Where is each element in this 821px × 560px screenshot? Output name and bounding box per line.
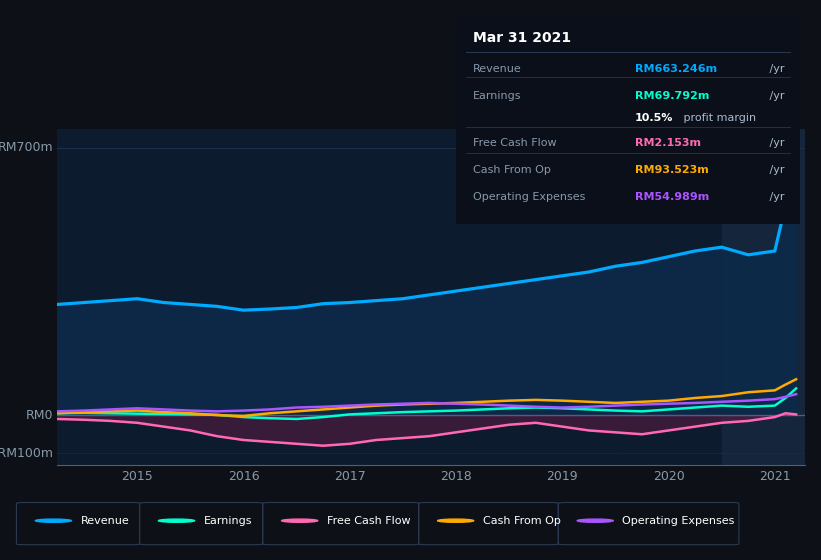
Text: /yr: /yr	[766, 91, 785, 101]
Text: Cash From Op: Cash From Op	[473, 165, 551, 175]
Text: /yr: /yr	[766, 138, 785, 148]
Text: RM700m: RM700m	[0, 141, 53, 155]
Text: 10.5%: 10.5%	[635, 113, 673, 123]
Text: -RM100m: -RM100m	[0, 447, 53, 460]
Text: Revenue: Revenue	[473, 64, 521, 74]
Text: Operating Expenses: Operating Expenses	[622, 516, 735, 526]
Circle shape	[282, 519, 318, 522]
Circle shape	[438, 519, 474, 522]
Bar	[722, 129, 807, 465]
Circle shape	[577, 519, 613, 522]
Text: Revenue: Revenue	[80, 516, 129, 526]
Text: Earnings: Earnings	[473, 91, 521, 101]
Text: Cash From Op: Cash From Op	[483, 516, 561, 526]
Text: profit margin: profit margin	[680, 113, 756, 123]
Text: Free Cash Flow: Free Cash Flow	[473, 138, 557, 148]
Text: RM663.246m: RM663.246m	[635, 64, 717, 74]
Text: RM54.989m: RM54.989m	[635, 192, 709, 202]
Text: RM2.153m: RM2.153m	[635, 138, 701, 148]
Text: Operating Expenses: Operating Expenses	[473, 192, 585, 202]
Text: Free Cash Flow: Free Cash Flow	[327, 516, 410, 526]
Text: RM69.792m: RM69.792m	[635, 91, 709, 101]
Text: Earnings: Earnings	[204, 516, 252, 526]
Text: /yr: /yr	[766, 165, 785, 175]
Text: Mar 31 2021: Mar 31 2021	[473, 31, 571, 45]
Circle shape	[158, 519, 195, 522]
Circle shape	[35, 519, 71, 522]
Text: RM0: RM0	[26, 409, 53, 422]
Text: /yr: /yr	[766, 64, 785, 74]
Text: RM93.523m: RM93.523m	[635, 165, 709, 175]
Text: /yr: /yr	[766, 192, 785, 202]
